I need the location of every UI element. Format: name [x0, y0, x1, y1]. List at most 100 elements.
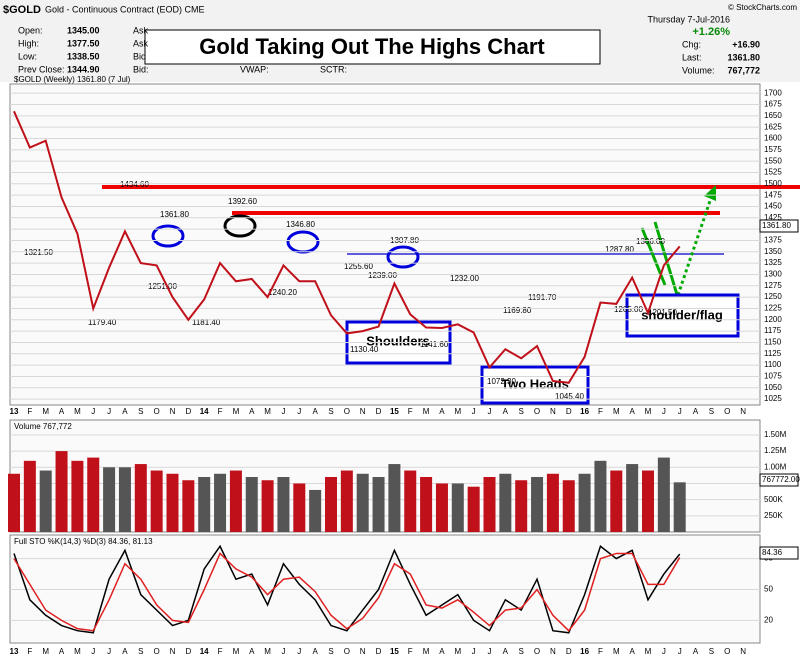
info-label: Bid	[133, 51, 146, 61]
price-note: 1392.60	[228, 197, 257, 206]
volume-bar	[198, 477, 211, 532]
x-tick-label: O	[344, 407, 350, 416]
y-tick-label: 1250	[764, 292, 782, 301]
volume-bar	[531, 477, 544, 532]
legend: $GOLD (Weekly) 1361.80 (7 Jul)	[14, 75, 131, 84]
callout: Shoulders	[366, 333, 430, 348]
volume-bar	[467, 486, 480, 532]
x-tick-label: A	[503, 407, 509, 416]
volume-bar	[118, 467, 131, 532]
x-tick-label: 15	[390, 647, 399, 656]
x-tick-label: S	[328, 647, 333, 656]
info-label: Volume:	[682, 65, 715, 75]
y-tick-label: 1675	[764, 100, 782, 109]
volume-bar	[309, 489, 322, 532]
title-box	[144, 29, 601, 65]
y-tick-label: 1025	[764, 394, 782, 403]
x-tick-label: 14	[200, 647, 209, 656]
volume-bar	[610, 470, 623, 532]
arrow-head	[704, 185, 716, 201]
x-tick-label: D	[566, 407, 572, 416]
y-tick-label: 1225	[764, 304, 782, 313]
y-tick-label: 1450	[764, 202, 782, 211]
x-tick-label: O	[154, 407, 160, 416]
x-tick-label: J	[472, 647, 476, 656]
volume-bar	[23, 460, 36, 532]
x-tick-label: M	[645, 407, 652, 416]
y-tick-label: 1375	[764, 236, 782, 245]
volume-bar	[134, 464, 147, 532]
x-tick-label: O	[534, 647, 540, 656]
x-tick-label: F	[408, 407, 413, 416]
y-tick-label: 1150	[764, 338, 782, 347]
price-note: 1361.80	[160, 210, 189, 219]
x-tick-label: F	[598, 407, 603, 416]
price-note: 1265.00	[614, 305, 643, 314]
x-tick-label: J	[488, 647, 492, 656]
volume-bar	[340, 470, 353, 532]
price-note: 1346.80	[286, 220, 315, 229]
y-tick-label: 1.25M	[764, 446, 787, 455]
x-tick-label: J	[107, 407, 111, 416]
x-tick-label: M	[74, 407, 81, 416]
date: Thursday 7-Jul-2016	[647, 14, 730, 24]
y-tick-label: 1275	[764, 281, 782, 290]
volume-bar	[182, 480, 195, 532]
y-tick-label: 250K	[764, 511, 783, 520]
price-note: 1232.00	[450, 274, 479, 283]
x-tick-label: F	[218, 647, 223, 656]
x-tick-label: N	[360, 647, 366, 656]
price-note: 1072.30	[487, 377, 516, 386]
x-tick-label: J	[91, 647, 95, 656]
last-tag-label: 1361.80	[762, 221, 791, 230]
info-label: SCTR:	[320, 64, 347, 74]
y-tick-label: 1175	[764, 326, 782, 335]
volume-bar	[356, 473, 369, 532]
x-tick-label: J	[91, 407, 95, 416]
x-tick-label: D	[566, 647, 572, 656]
x-tick-label: D	[185, 647, 191, 656]
y-tick-label: 1050	[764, 383, 782, 392]
y-tick-label: 500K	[764, 495, 783, 504]
x-tick-label: A	[439, 647, 445, 656]
price-note: 1251.00	[148, 282, 177, 291]
last-tag-label: 767772.00	[762, 475, 800, 484]
price-note: 1287.80	[605, 245, 634, 254]
circle	[223, 214, 257, 238]
x-tick-label: F	[218, 407, 223, 416]
price-note: 1240.20	[268, 288, 297, 297]
circle	[386, 245, 420, 269]
x-tick-label: M	[264, 647, 271, 656]
volume-bar	[420, 477, 433, 532]
x-tick-label: M	[233, 647, 240, 656]
volume-bar	[325, 477, 337, 532]
y-tick-label: 1600	[764, 134, 782, 143]
y-tick-label: 1425	[764, 213, 782, 222]
x-tick-label: M	[42, 647, 49, 656]
volume-bar	[372, 477, 385, 532]
x-tick-label: M	[42, 407, 49, 416]
y-tick-label: 1200	[764, 315, 782, 324]
y-tick-label: 1475	[764, 190, 782, 199]
x-tick-label: A	[503, 647, 509, 656]
price-note: 1141.60	[420, 340, 449, 349]
last-tag	[759, 473, 799, 487]
volume-bar	[451, 483, 464, 532]
x-tick-label: M	[233, 407, 240, 416]
info-label: High:	[18, 38, 39, 48]
price-note: 1201.50	[648, 308, 677, 317]
volume-bar	[483, 477, 496, 532]
price-note: 1321.50	[24, 248, 53, 257]
x-tick-label: A	[249, 407, 255, 416]
y-tick-label: 1325	[764, 258, 782, 267]
info-value: 1338.50	[67, 51, 100, 61]
y-tick-label: 1625	[764, 122, 782, 131]
x-tick-label: J	[297, 647, 301, 656]
volume-bar	[39, 470, 52, 532]
x-tick-label: M	[264, 407, 271, 416]
x-tick-label: N	[170, 647, 176, 656]
x-tick-label: D	[376, 407, 382, 416]
x-tick-label: O	[344, 647, 350, 656]
y-tick-label: 1075	[764, 372, 782, 381]
